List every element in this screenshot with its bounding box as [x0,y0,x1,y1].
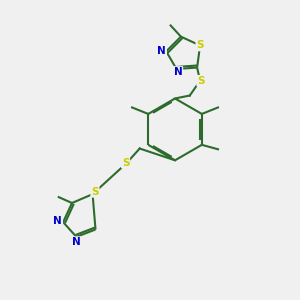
Text: S: S [91,187,99,197]
Text: S: S [197,76,205,86]
Text: N: N [72,237,81,247]
Text: N: N [174,67,182,77]
Text: N: N [53,216,62,226]
Text: S: S [196,40,204,50]
Text: S: S [122,158,129,168]
Text: N: N [158,46,166,56]
